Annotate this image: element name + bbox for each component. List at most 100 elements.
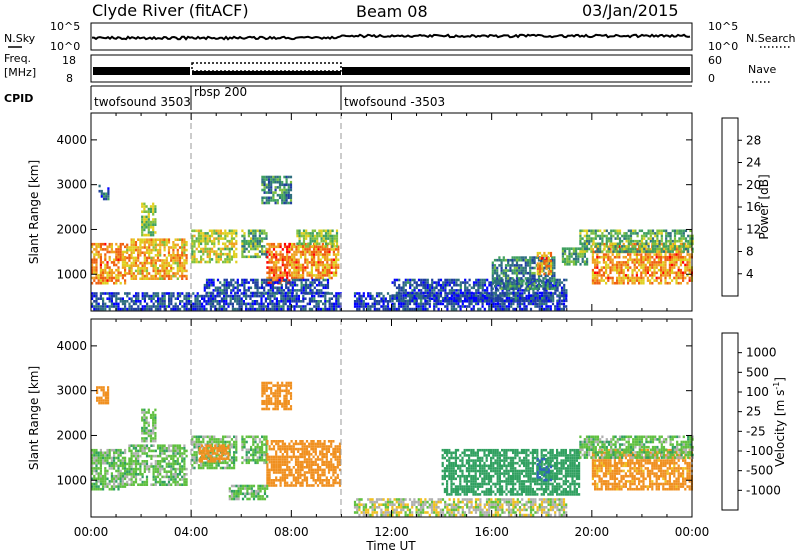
power-cell (477, 307, 480, 311)
power-cell (206, 255, 209, 259)
power-cell (322, 291, 325, 295)
power-cell (367, 294, 370, 298)
power-cell (660, 268, 663, 272)
power-cell (298, 278, 301, 282)
power-cell (137, 297, 140, 300)
power-cell (154, 207, 157, 211)
velocity-cell (141, 460, 144, 463)
power-cell (261, 232, 264, 235)
power-cell (566, 255, 569, 258)
power-cell (643, 245, 646, 248)
power-cell (267, 175, 271, 179)
power-cell (481, 305, 484, 308)
power-cell (297, 294, 300, 298)
power-cell (504, 279, 508, 283)
power-cell (499, 305, 502, 308)
power-cell (439, 278, 443, 282)
power-cell (437, 292, 440, 295)
power-cell (243, 234, 246, 238)
power-cell (304, 281, 308, 284)
nsearch-tick-top: 10^5 (708, 20, 738, 33)
power-cell (115, 255, 118, 259)
velocity-cell (139, 462, 142, 466)
power-cell (285, 191, 288, 194)
power-cell (97, 305, 100, 308)
power-cell (289, 196, 293, 200)
power-cell (627, 263, 630, 267)
power-cell (104, 305, 107, 308)
power-cell (642, 258, 645, 262)
power-cell (210, 283, 213, 287)
power-cell (428, 289, 432, 292)
power-cell (422, 302, 425, 306)
power-cell (213, 245, 216, 248)
power-cell (163, 241, 166, 244)
velocity-cell (121, 456, 124, 460)
power-cell (655, 242, 658, 246)
velocity-cell (113, 448, 116, 452)
power-cell (586, 260, 589, 263)
power-cell (119, 258, 122, 262)
power-cell (545, 305, 548, 308)
power-cell (110, 292, 113, 295)
power-cell (206, 252, 209, 256)
power-cell (537, 279, 541, 283)
power-cell (326, 300, 329, 303)
power-cell (268, 250, 271, 254)
power-cell (296, 283, 299, 287)
power-cell (337, 266, 340, 269)
power-cell (549, 291, 553, 295)
power-cell (520, 279, 523, 283)
power-cell (500, 271, 503, 275)
power-cell (509, 258, 512, 262)
power-cell (156, 251, 160, 254)
power-cell (561, 252, 564, 256)
power-cell (660, 274, 663, 277)
velocity-cell (124, 467, 127, 470)
power-cell (317, 266, 320, 269)
power-cell (638, 276, 641, 280)
power-cell (277, 242, 280, 246)
velocity-cell (132, 462, 135, 466)
power-cell (548, 279, 552, 283)
power-cell (519, 299, 522, 303)
power-cell (621, 247, 624, 251)
power-cell (198, 300, 201, 303)
power-cell (211, 258, 214, 261)
power-cell (688, 261, 691, 264)
power-cell (605, 261, 608, 264)
power-cell (660, 281, 663, 285)
power-cell (307, 283, 310, 287)
power-cell (497, 299, 500, 303)
power-cell (159, 243, 162, 247)
power-cell (548, 287, 552, 291)
power-cell (686, 281, 689, 285)
power-cell (540, 302, 544, 306)
power-cell (254, 232, 257, 235)
power-cell (137, 238, 140, 241)
power-cell (464, 291, 467, 295)
power-cell (139, 248, 142, 252)
power-cell (444, 299, 447, 303)
power-cell (317, 271, 320, 275)
power-cell (534, 305, 537, 308)
power-cell (265, 175, 268, 179)
power-cell (204, 250, 207, 253)
power-cell (161, 294, 164, 298)
power-cell (222, 242, 225, 246)
power-cell (627, 258, 630, 262)
velocity-cell (119, 472, 122, 475)
power-cell (409, 299, 412, 303)
power-cell (219, 229, 222, 233)
power-cell (688, 255, 691, 259)
power-cell (206, 260, 209, 264)
power-cell (293, 263, 296, 267)
velocity-cell (134, 467, 138, 471)
power-cell (514, 296, 517, 300)
power-cell (299, 263, 302, 267)
power-cell (494, 296, 498, 300)
power-cell (533, 266, 536, 270)
power-cell (411, 299, 414, 303)
freq-label-1: Freq. (4, 52, 31, 65)
power-cell (176, 248, 179, 252)
